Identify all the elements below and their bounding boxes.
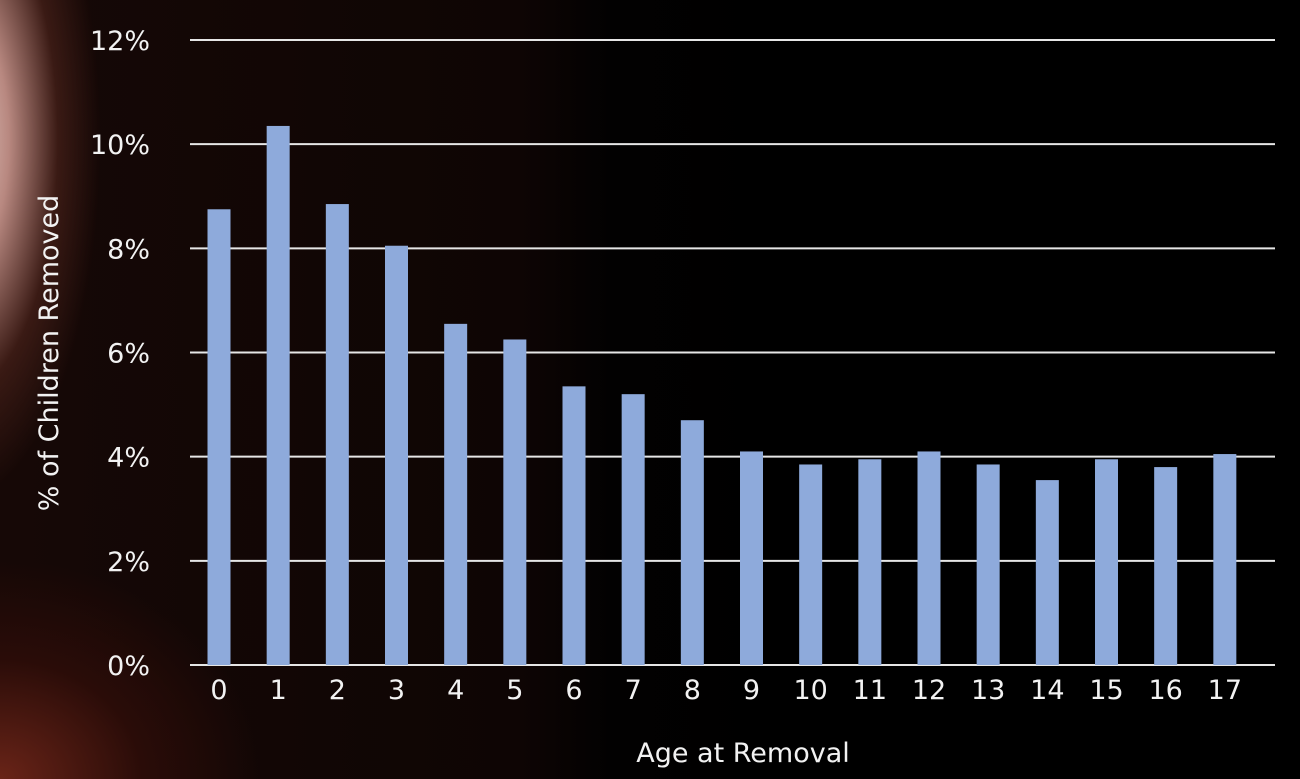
bar-age-13	[976, 464, 1000, 665]
y-axis-ticks: 0% 2% 4% 6% 8% 10% 12%	[90, 26, 150, 682]
bar-age-4	[444, 323, 468, 665]
x-tick-label: 0	[210, 675, 227, 706]
x-tick-label: 17	[1208, 675, 1242, 706]
bar-age-1	[266, 125, 290, 665]
y-tick-label: 0%	[107, 651, 150, 682]
bar-age-15	[1095, 459, 1118, 665]
x-tick-label: 1	[270, 675, 287, 706]
y-tick-label: 8%	[107, 234, 150, 265]
y-tick-label: 4%	[107, 443, 150, 474]
bar-age-3	[385, 245, 408, 665]
bar-age-7	[621, 394, 645, 665]
x-tick-label: 16	[1148, 675, 1182, 706]
y-tick-label: 2%	[107, 547, 150, 578]
bar-age-5	[503, 339, 527, 665]
y-tick-label: 6%	[107, 339, 150, 370]
x-tick-label: 13	[971, 675, 1005, 706]
bar-age-14	[1035, 480, 1059, 665]
bar-age-16	[1154, 467, 1178, 665]
bar-age-12	[917, 451, 941, 665]
y-tick-label: 10%	[90, 130, 150, 161]
bar-age-11	[858, 459, 882, 665]
bar-age-10	[799, 464, 823, 665]
gridlines	[190, 39, 1275, 666]
bar-age-0	[207, 209, 231, 666]
x-tick-label: 2	[329, 675, 346, 706]
x-tick-label: 15	[1089, 675, 1123, 706]
x-tick-label: 9	[743, 675, 760, 706]
bar-age-9	[740, 451, 763, 665]
x-tick-label: 14	[1030, 675, 1064, 706]
bar-age-6	[562, 386, 586, 665]
y-axis-title: % of Children Removed	[34, 195, 65, 511]
bars	[207, 125, 1237, 666]
x-tick-label: 11	[853, 675, 887, 706]
y-tick-label: 12%	[90, 26, 150, 57]
x-tick-label: 6	[565, 675, 582, 706]
bar-age-8	[680, 420, 704, 665]
x-axis-title: Age at Removal	[636, 738, 850, 769]
x-tick-label: 8	[684, 675, 701, 706]
x-tick-label: 4	[447, 675, 464, 706]
bar-age-2	[325, 204, 349, 665]
bar-age-17	[1213, 454, 1237, 665]
x-tick-label: 12	[912, 675, 946, 706]
x-tick-label: 7	[625, 675, 642, 706]
x-tick-label: 3	[388, 675, 405, 706]
x-tick-label: 5	[506, 675, 523, 706]
x-axis-ticks: 0 1 2 3 4 5 6 7 8 9 10 11 12 13 14 15 16 17	[210, 675, 1242, 706]
x-tick-label: 10	[793, 675, 827, 706]
